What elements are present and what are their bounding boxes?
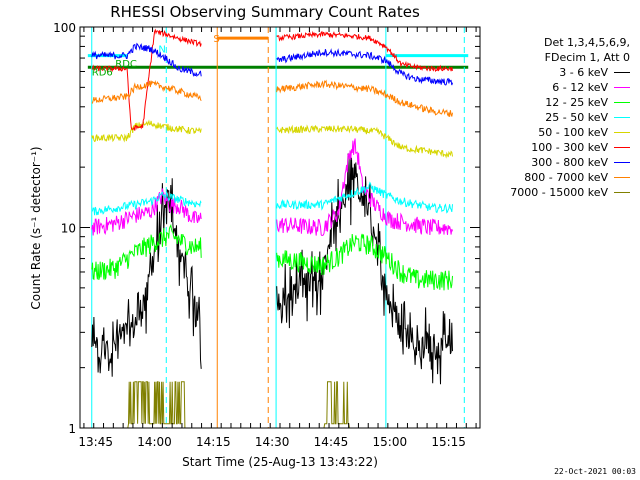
x-axis-label: Start Time (25-Aug-13 13:43:22) — [182, 455, 378, 469]
legend-entry-1: 6 - 12 keV — [480, 80, 630, 95]
legend-entry-4: 50 - 100 keV — [480, 125, 630, 140]
series-line-7 — [91, 79, 453, 118]
annotation-3: S — [213, 34, 219, 45]
legend-swatch-2 — [614, 102, 630, 103]
y-axis-label: Count Rate (s⁻¹ detector⁻¹) — [29, 146, 43, 309]
x-tick-label-0: 13:45 — [78, 435, 113, 449]
legend-swatch-5 — [614, 147, 630, 148]
legend-entry-2: 12 - 25 keV — [480, 95, 630, 110]
x-tick-label-5: 15:00 — [373, 435, 408, 449]
y-tick-label-0: 1 — [68, 422, 76, 436]
legend-label-1: 6 - 12 keV — [552, 81, 608, 94]
axes-layer: 1 10 100 13:45 14:00 14:15 14:30 14:45 15:00 15:1… — [53, 21, 481, 449]
legend-entry-8: 7000 - 15000 keV — [480, 185, 630, 200]
legend-label-4: 50 - 100 keV — [538, 126, 608, 139]
legend-label-8: 7000 - 15000 keV — [510, 186, 608, 199]
series-line-6 — [91, 42, 453, 86]
legend: Det 1,3,4,5,6,9, FDecim 1, Att 0 3 - 6 k… — [480, 35, 630, 200]
legend-entry-0: 3 - 6 keV — [480, 65, 630, 80]
legend-label-5: 100 - 300 keV — [531, 141, 608, 154]
series-line-0 — [91, 150, 453, 385]
legend-swatch-3 — [614, 117, 630, 118]
legend-label-7: 800 - 7000 keV — [524, 171, 608, 184]
legend-swatch-0 — [614, 72, 630, 73]
annotation-0: RDC — [115, 59, 137, 70]
annotation-1: RD6 — [92, 67, 113, 78]
legend-label-0: 3 - 6 keV — [559, 66, 608, 79]
legend-swatch-7 — [614, 177, 630, 178]
legend-label-6: 300 - 800 keV — [531, 156, 608, 169]
x-tick-label-1: 14:00 — [137, 435, 172, 449]
annotation-2: N — [158, 45, 165, 56]
series-line-4 — [91, 119, 453, 159]
legend-entry-5: 100 - 300 keV — [480, 140, 630, 155]
legend-swatch-1 — [614, 87, 630, 88]
x-tick-label-6: 15:15 — [431, 435, 466, 449]
series-line-2 — [91, 223, 453, 291]
legend-swatch-6 — [614, 162, 630, 163]
legend-swatch-4 — [614, 132, 630, 133]
legend-header-2: FDecim 1, Att 0 — [544, 51, 630, 64]
legend-entry-6: 300 - 800 keV — [480, 155, 630, 170]
legend-swatch-8 — [614, 192, 630, 193]
series-line-5 — [91, 28, 453, 131]
footer-date: 22-Oct-2021 00:03 — [554, 467, 636, 476]
series-line-3 — [91, 181, 453, 216]
legend-entries: 3 - 6 keV 6 - 12 keV 12 - 25 keV 25 - 50 ke… — [480, 65, 630, 200]
y-tick-label-2: 100 — [53, 21, 76, 35]
legend-label-2: 12 - 25 keV — [545, 96, 608, 109]
legend-label-3: 25 - 50 keV — [545, 111, 608, 124]
y-tick-label-1: 10 — [61, 222, 76, 236]
series-layer — [91, 28, 453, 429]
legend-entry-3: 25 - 50 keV — [480, 110, 630, 125]
x-tick-label-4: 14:45 — [314, 435, 349, 449]
x-tick-label-2: 14:15 — [196, 435, 231, 449]
legend-entry-7: 800 - 7000 keV — [480, 170, 630, 185]
chart-title: RHESSI Observing Summary Count Rates — [110, 3, 420, 21]
legend-header-1: Det 1,3,4,5,6,9, — [543, 36, 630, 49]
x-tick-label-3: 14:30 — [255, 435, 290, 449]
